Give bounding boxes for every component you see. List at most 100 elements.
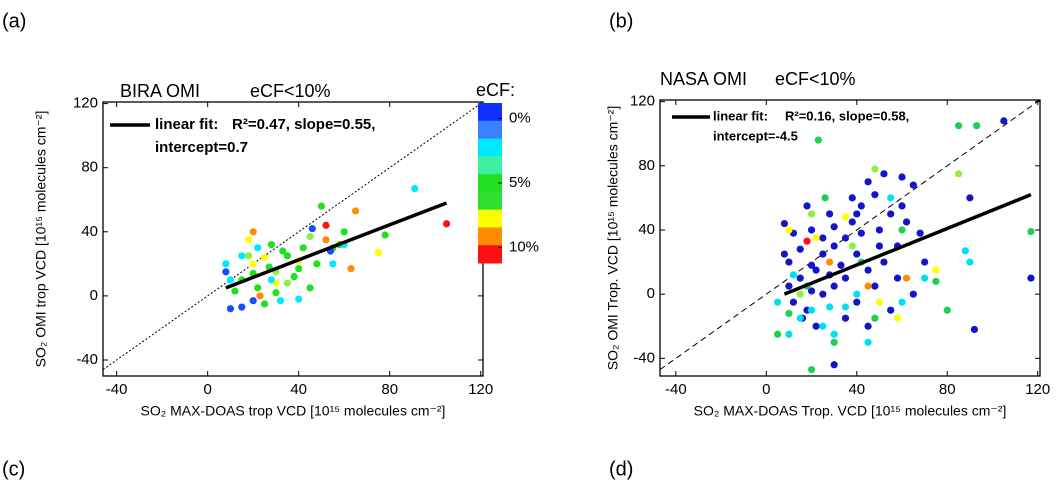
x-tick-label: 0 <box>203 381 211 398</box>
x-tick-label: 80 <box>381 381 398 398</box>
point <box>807 210 816 218</box>
point <box>807 287 816 295</box>
point <box>932 266 940 274</box>
point <box>785 309 793 318</box>
point <box>853 298 861 306</box>
annotation: linear fit: <box>155 116 218 133</box>
point <box>1000 117 1008 125</box>
point <box>943 306 951 314</box>
chart-subtitle: eCF<10% <box>775 69 856 89</box>
colorbar-tick-label: 5% <box>509 174 531 191</box>
annotation: intercept=-4.5 <box>713 128 798 143</box>
colorbar-segment <box>478 138 502 157</box>
point <box>864 282 872 290</box>
point <box>902 218 911 226</box>
colorbar-title: eCF: <box>476 80 515 100</box>
point <box>898 173 906 181</box>
point <box>853 290 861 298</box>
point <box>848 242 856 250</box>
point <box>238 303 246 311</box>
point <box>812 234 820 242</box>
colorbar-segment <box>478 209 502 228</box>
point <box>807 306 816 314</box>
point <box>796 274 804 282</box>
point <box>853 210 861 218</box>
point <box>909 290 917 298</box>
point <box>812 322 820 330</box>
point <box>351 207 360 215</box>
chart-subtitle: eCF<10% <box>250 81 331 101</box>
chart-title: BIRA OMI <box>120 81 200 101</box>
point <box>267 241 275 249</box>
point <box>871 165 879 173</box>
point <box>875 226 884 234</box>
point <box>893 314 902 322</box>
point <box>826 303 834 311</box>
point <box>807 365 816 374</box>
annotation: R²=0.16, slope=0.58, <box>785 108 909 123</box>
point <box>841 303 850 311</box>
point <box>245 252 253 260</box>
colorbar-segment <box>478 174 502 193</box>
point <box>807 226 816 234</box>
x-tick-label: 80 <box>939 381 956 398</box>
plot-area <box>103 102 483 370</box>
point <box>875 242 884 250</box>
colorbar-segment <box>478 227 502 246</box>
point <box>864 322 872 330</box>
axes-frame <box>659 99 1041 377</box>
point <box>932 277 940 285</box>
point <box>290 273 298 281</box>
annotation: R²=0.47, slope=0.55, <box>232 116 375 133</box>
point <box>789 271 798 279</box>
point <box>306 232 314 241</box>
colorbar-segment <box>478 103 502 122</box>
point <box>871 282 879 290</box>
point <box>819 290 827 298</box>
point <box>231 287 239 295</box>
point <box>887 210 895 218</box>
point <box>812 266 820 274</box>
point <box>1027 274 1035 282</box>
point <box>295 265 303 273</box>
point <box>785 282 793 290</box>
point <box>322 236 330 244</box>
colorbar-tick-label: 10% <box>509 238 539 255</box>
point <box>966 258 974 266</box>
x-axis-label: SO₂ MAX-DOAS trop VCD [10¹⁵ molecules cm… <box>141 403 446 419</box>
point <box>260 253 269 262</box>
point <box>966 194 974 202</box>
point <box>819 322 827 330</box>
point <box>260 300 269 308</box>
point <box>803 202 811 210</box>
point <box>954 170 963 178</box>
point <box>887 194 895 202</box>
plot-area <box>660 100 1040 374</box>
point <box>317 202 326 210</box>
y-tick-label: 120 <box>73 95 98 112</box>
fit-line <box>783 193 1032 296</box>
point <box>267 276 275 284</box>
y-tick-label: 40 <box>81 223 98 240</box>
x-axis-label: SO₂ MAX-DOAS Trop. VCD [10¹⁵ molecules c… <box>694 403 1007 419</box>
point <box>374 249 382 257</box>
one-to-one-line <box>103 102 483 370</box>
point <box>222 268 230 276</box>
colorbar-tick-label: 0% <box>509 109 531 126</box>
point <box>256 292 264 300</box>
point <box>848 194 856 202</box>
point <box>411 184 419 193</box>
point <box>830 338 838 346</box>
point <box>245 236 253 244</box>
x-tick-label: 120 <box>468 381 493 398</box>
point <box>826 258 834 266</box>
point <box>276 297 285 305</box>
point <box>830 282 838 290</box>
y-tick-label: -40 <box>76 351 98 368</box>
point <box>308 224 316 233</box>
colorbar-segment <box>478 120 502 140</box>
point <box>774 330 782 338</box>
point <box>880 258 888 266</box>
y-tick-label: 0 <box>90 287 98 304</box>
